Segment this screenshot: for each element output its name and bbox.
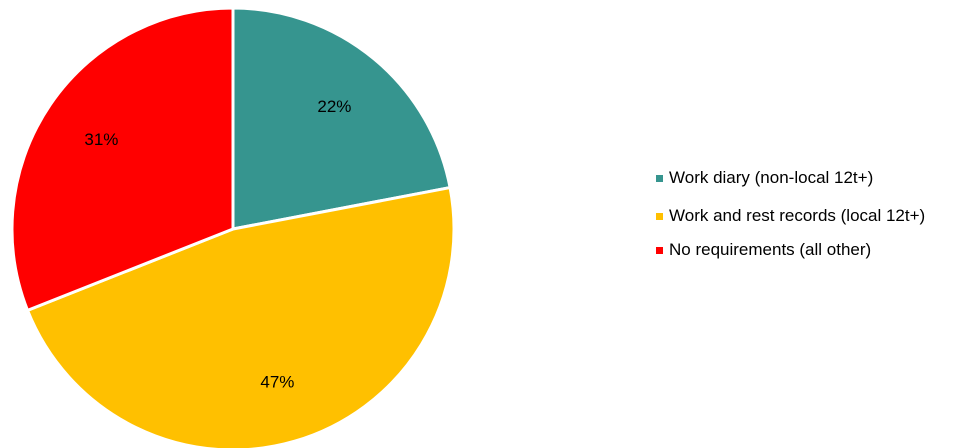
legend-item-no-requirements: No requirements (all other) (656, 240, 972, 260)
legend-item-work-diary: Work diary (non-local 12t+) (656, 168, 972, 188)
pie-label-no-requirements: 31% (84, 130, 118, 149)
pie-label-work-rest-records: 47% (260, 372, 294, 391)
legend-label-work-diary: Work diary (non-local 12t+) (669, 168, 874, 187)
legend-item-work-rest-records: Work and rest records (local 12t+) (656, 206, 972, 226)
legend-label-work-rest-records: Work and rest records (local 12t+) (669, 206, 926, 225)
chart-legend: Work diary (non-local 12t+) Work and res… (656, 168, 972, 260)
pie-slice-no-requirements (10, 6, 235, 312)
legend-label-no-requirements: No requirements (all other) (669, 240, 872, 259)
pie-slice-work-diary (231, 6, 452, 231)
legend-swatch-no-requirements (656, 247, 663, 254)
pie-slice-work-rest-records (26, 186, 456, 448)
legend-swatch-work-diary (656, 175, 663, 182)
legend-swatch-work-rest-records (656, 213, 663, 220)
pie-label-work-diary: 22% (317, 97, 351, 116)
